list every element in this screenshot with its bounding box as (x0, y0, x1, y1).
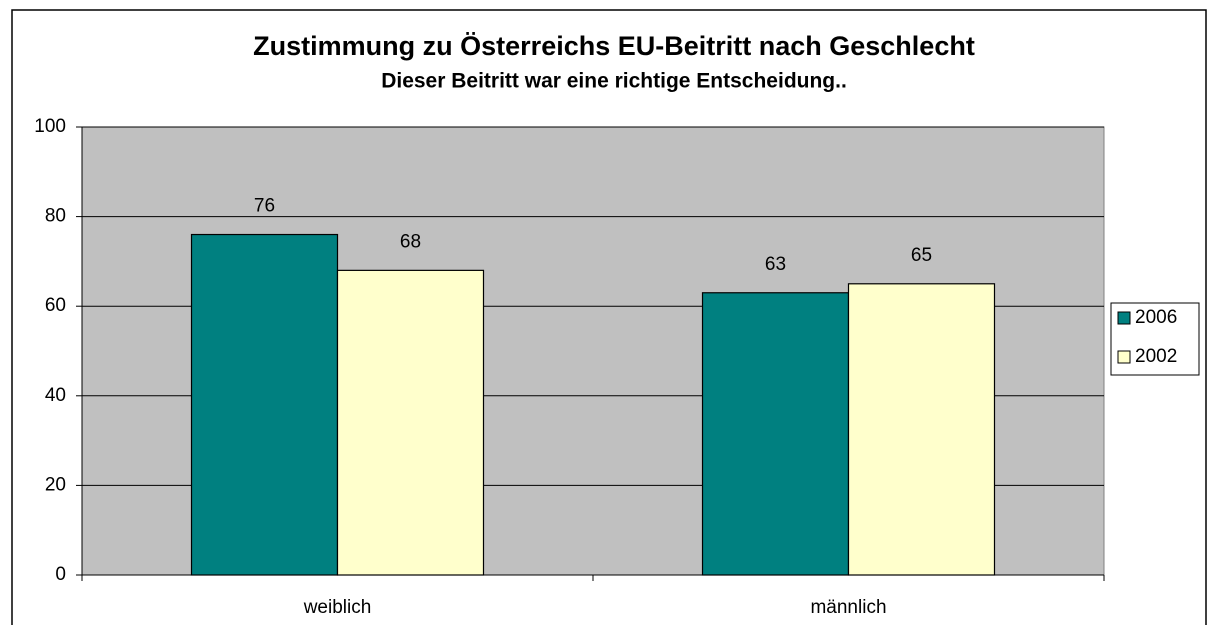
x-tick-label: männlich (810, 597, 886, 618)
legend-label: 2006 (1135, 307, 1177, 328)
chart-subtitle: Dieser Beitritt war eine richtige Entsch… (381, 70, 847, 93)
value-label: 76 (254, 196, 275, 217)
y-tick-label: 80 (45, 206, 66, 227)
x-tick-label: weiblich (303, 597, 372, 618)
chart-title: Zustimmung zu Österreichs EU-Beitritt na… (253, 31, 975, 61)
value-label: 68 (400, 231, 421, 252)
y-tick-label: 100 (34, 116, 66, 137)
bar (847, 283, 996, 576)
bar (701, 292, 850, 576)
y-tick-label: 20 (45, 474, 66, 495)
bar (336, 269, 485, 576)
legend-swatch (1117, 311, 1131, 325)
bar (190, 233, 339, 576)
legend-label: 2002 (1135, 346, 1177, 367)
y-tick-label: 60 (45, 295, 66, 316)
value-label: 65 (911, 245, 932, 266)
legend-swatch (1117, 350, 1131, 364)
y-tick-label: 0 (55, 564, 66, 585)
y-tick-label: 40 (45, 385, 66, 406)
value-label: 63 (765, 254, 786, 275)
